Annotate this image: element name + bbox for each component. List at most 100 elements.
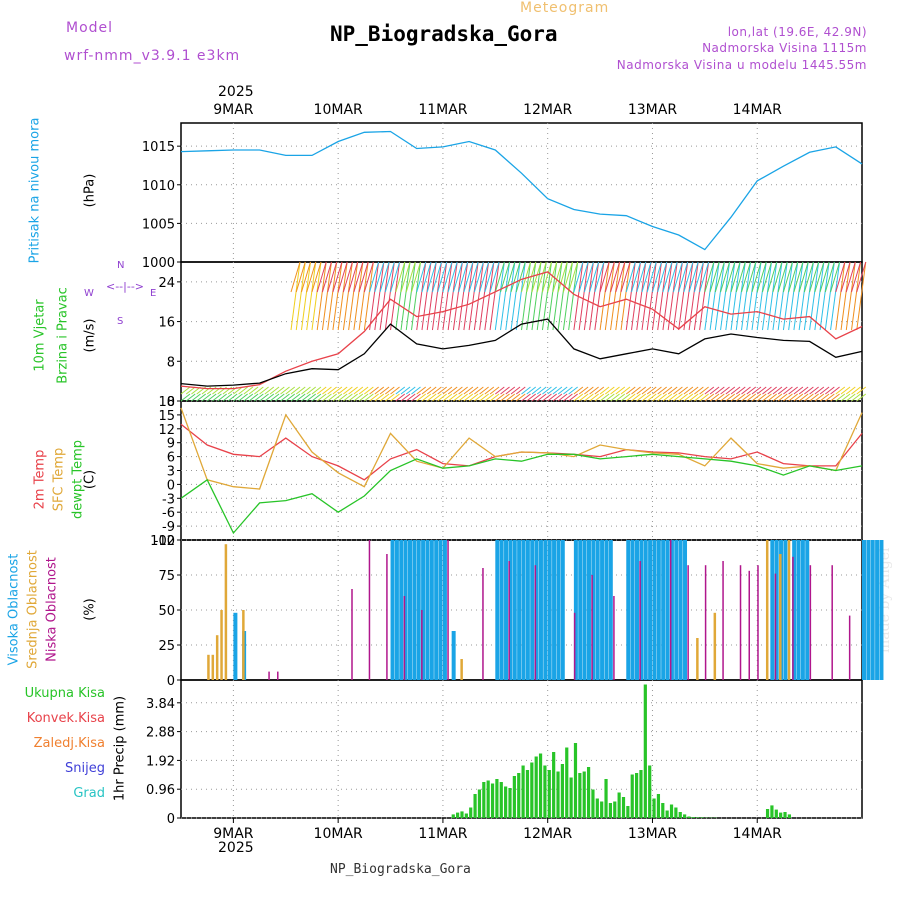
wind-barb	[290, 261, 301, 331]
wind-barb	[442, 261, 453, 293]
precip-bar	[517, 773, 521, 818]
cloud-bar-2	[403, 596, 406, 680]
wind-barb	[819, 261, 830, 293]
precip-bar	[543, 765, 547, 818]
wind-barb	[421, 261, 432, 331]
temp-line-2	[180, 453, 863, 535]
cloud-bar-2	[508, 561, 510, 680]
wind-barb	[856, 261, 867, 293]
wind-barb	[254, 393, 264, 402]
model-value: wrf-nmm_v3.9.1 e3km	[64, 48, 241, 64]
wind-barb	[547, 393, 557, 402]
precip-bar	[530, 762, 534, 818]
x-tick-label-top: 14MAR	[733, 102, 782, 118]
precip-bar	[617, 792, 621, 818]
cloud-bar-0	[669, 540, 674, 680]
wind-barb	[311, 393, 322, 402]
wind-barb	[494, 261, 505, 331]
precip-bar	[669, 804, 674, 818]
precip-bar	[512, 776, 516, 818]
wind-barb	[259, 386, 269, 395]
model-label: Model	[66, 20, 114, 36]
wind-barb	[264, 393, 275, 402]
cloud-bar-2	[704, 565, 707, 680]
wind-barb	[594, 261, 605, 293]
wind-barb	[468, 261, 479, 331]
precip-bar	[534, 756, 538, 818]
wind-barb	[772, 386, 783, 395]
wind-barb	[395, 386, 406, 395]
wind-barb	[332, 393, 343, 402]
wind-barb	[741, 386, 751, 395]
wind-barb	[788, 386, 798, 395]
precip-hail-label: Grad	[73, 786, 105, 801]
wind-barb	[358, 386, 369, 395]
wind-barb	[845, 261, 856, 293]
y-tick-label-precipitation: 3.84	[146, 697, 175, 712]
wind-barb	[343, 393, 353, 402]
wind-barb	[594, 261, 605, 331]
wind-barb	[484, 261, 495, 331]
wind-barb	[641, 261, 652, 331]
wind-barb	[447, 393, 458, 402]
wind-barb	[714, 261, 725, 331]
wind-barb	[573, 386, 584, 395]
wind-barb	[384, 261, 395, 331]
lonlat: lon,lat (19.6E, 42.9N)	[727, 25, 867, 39]
wind-barb	[798, 386, 809, 395]
cloud-bar-2	[757, 565, 759, 680]
wind-barb	[353, 386, 364, 395]
wind-barb	[636, 261, 647, 293]
wind-barb	[694, 393, 704, 402]
y-tick-label-pressure: 1015	[142, 140, 175, 155]
wind-barb	[589, 261, 600, 331]
wind-barb	[809, 393, 819, 402]
wind-barb	[610, 261, 621, 331]
cloud-bar-0	[552, 540, 557, 680]
wind-barb	[688, 393, 699, 402]
wind-barb	[369, 386, 379, 395]
cloud-bar-2	[421, 610, 423, 680]
wind-barb	[348, 386, 358, 395]
wind-barb	[715, 386, 725, 395]
wind-barb	[358, 393, 369, 402]
wind-barb	[191, 393, 201, 402]
wind-barb	[290, 393, 301, 402]
wind-barb	[620, 393, 631, 402]
wind-barb	[426, 261, 437, 331]
wind-barb	[442, 393, 453, 402]
wind-barb	[206, 393, 217, 402]
wind-barb	[620, 261, 631, 293]
cloud-bar-0	[547, 540, 552, 680]
wind-barb	[762, 386, 772, 395]
precip-bar	[779, 812, 783, 818]
wind-barb	[180, 386, 191, 395]
y-tick-label-wind: 16	[158, 316, 175, 331]
wind-barb	[432, 393, 442, 402]
wind-barb	[825, 386, 835, 395]
wind-barb	[374, 386, 385, 395]
precip-bar	[578, 773, 582, 818]
wind-barb	[657, 393, 668, 402]
wind-barb	[814, 386, 825, 395]
wind-barb	[667, 261, 678, 293]
wind-barb	[542, 386, 552, 395]
y-tick-label-temperature: 18	[158, 395, 175, 410]
wind-barb	[353, 261, 364, 293]
wind-barb	[599, 386, 610, 395]
wind-barb	[510, 386, 521, 395]
wind-barb	[720, 386, 730, 395]
wind-barb	[363, 261, 374, 293]
wind-barb	[453, 386, 463, 395]
wind-barb	[824, 261, 835, 331]
wind-barb	[730, 261, 741, 331]
dir-n: N	[117, 260, 125, 271]
wind-barb	[416, 386, 427, 395]
wind-barb	[400, 261, 411, 293]
cloud-bar-0	[626, 540, 631, 680]
wind-barb	[416, 393, 427, 402]
wind-barb	[678, 261, 689, 331]
wind-barb	[369, 261, 380, 331]
wind-barb	[369, 393, 379, 402]
wind-barb	[845, 393, 856, 402]
